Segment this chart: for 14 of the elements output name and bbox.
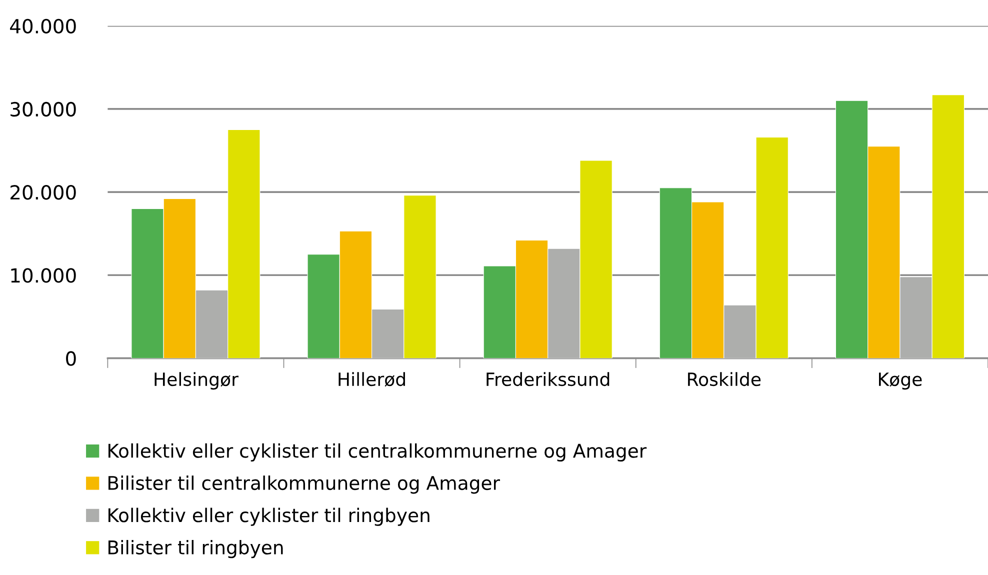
legend-label: Bilister til centralkommunerne og Amager — [108, 476, 500, 494]
y-tick-label: 0 — [66, 351, 76, 366]
y-tick-label: 40.000 — [10, 18, 76, 34]
y-tick-label: 30.000 — [10, 102, 76, 117]
legend-label: Bilister til ringbyen — [108, 540, 283, 558]
x-tick-label: Roskilde — [688, 372, 761, 386]
legend-label: Kollektiv eller cyklister til ringbyen — [108, 508, 430, 526]
x-tick-label: Køge — [879, 372, 922, 390]
x-tick-label: Hillerød — [338, 372, 405, 387]
y-tick-label: 20.000 — [10, 185, 76, 200]
y-tick-label: 10.000 — [11, 268, 76, 283]
x-tick-label: Frederikssund — [486, 372, 610, 386]
x-tick-label: Helsingør — [154, 372, 238, 390]
legend-label: Kollektiv eller cyklister til centralkommunerne og Amager — [108, 443, 647, 462]
